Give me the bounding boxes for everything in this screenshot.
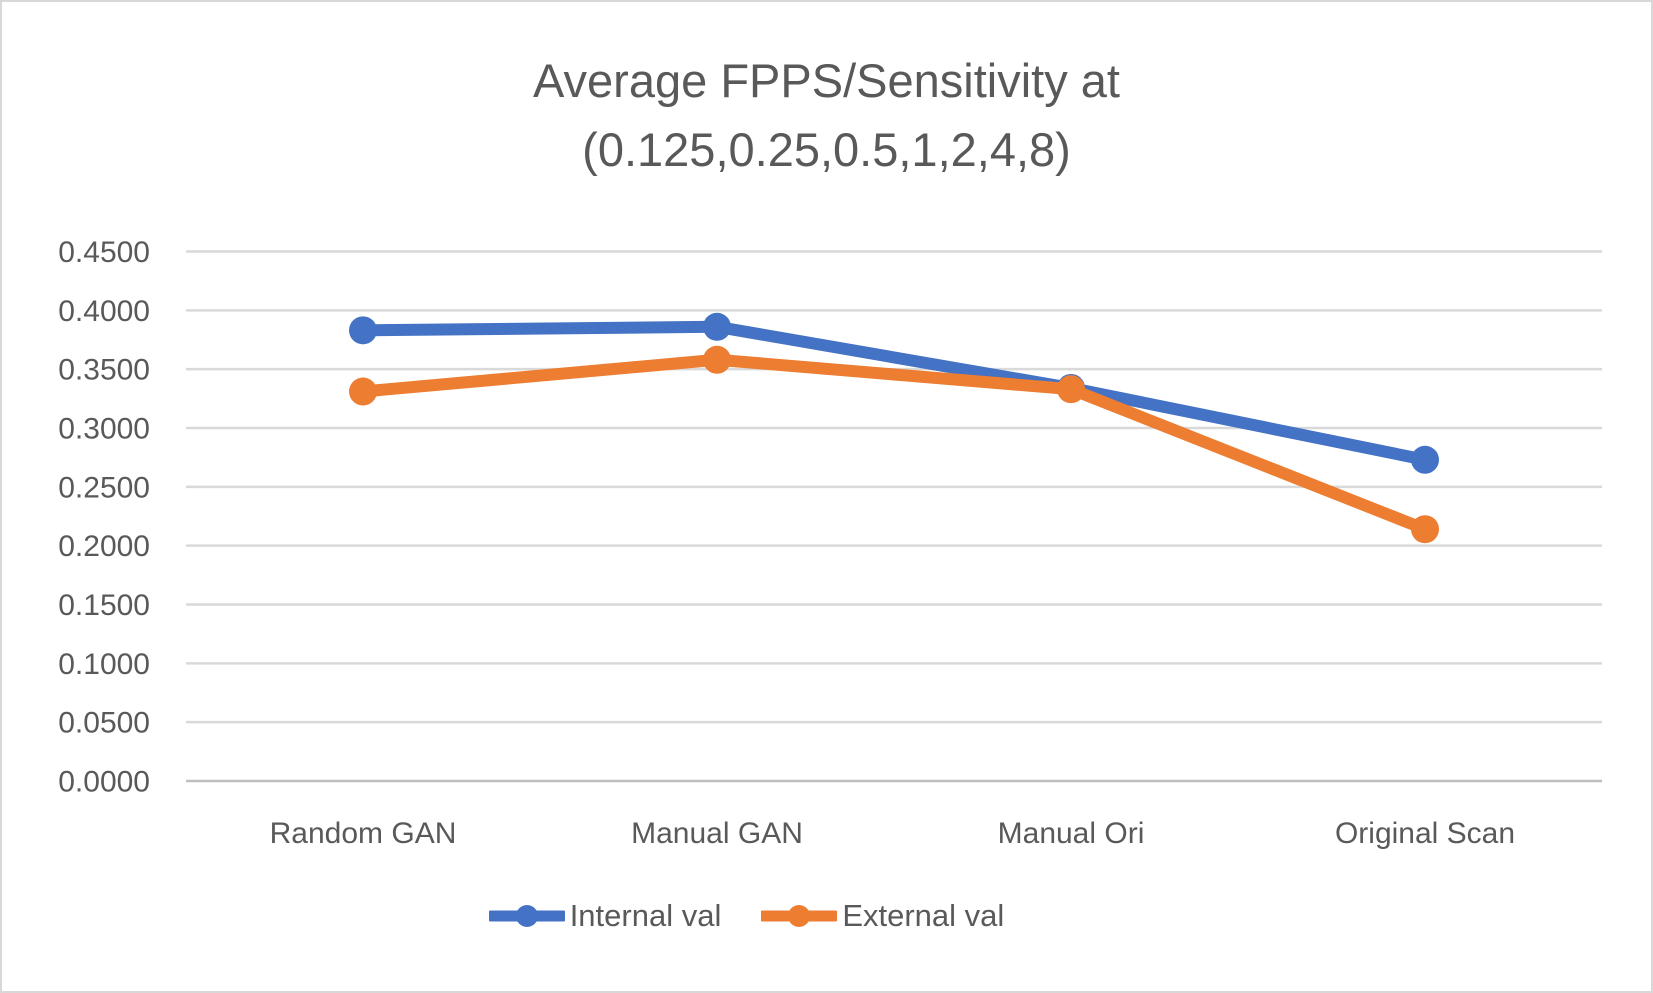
series-line-internal-val bbox=[357, 320, 1431, 466]
y-axis-tick-label: 0.3000 bbox=[58, 413, 150, 446]
data-point-marker-internal-val bbox=[1411, 445, 1439, 474]
data-point-marker-external-val bbox=[703, 345, 731, 374]
y-axis-tick-label: 0.4000 bbox=[58, 295, 150, 328]
legend-marker-icon bbox=[761, 905, 838, 927]
legend-item-external-val: External val bbox=[761, 898, 1004, 934]
y-axis-tick-label: 0.0500 bbox=[58, 707, 150, 740]
x-axis-category-label: Manual Ori bbox=[998, 817, 1145, 850]
legend-marker-icon bbox=[488, 905, 565, 927]
data-point-marker-internal-val bbox=[349, 316, 377, 345]
y-axis-tick-label: 0.2500 bbox=[58, 471, 150, 504]
data-point-marker-external-val bbox=[349, 377, 377, 406]
y-axis-tick-label: 0.4500 bbox=[58, 236, 150, 269]
y-axis-tick-label: 0.1500 bbox=[58, 589, 150, 622]
legend-label: Internal val bbox=[569, 898, 722, 933]
x-axis-category-label: Manual GAN bbox=[631, 817, 803, 850]
legend-label: External val bbox=[842, 898, 1005, 933]
series-line-external-val bbox=[357, 353, 1431, 536]
legend-item-internal-val: Internal val bbox=[488, 898, 722, 934]
x-axis-category-label: Original Scan bbox=[1335, 817, 1515, 850]
y-axis-tick-label: 0.3500 bbox=[58, 354, 150, 387]
data-point-marker-internal-val bbox=[703, 312, 731, 341]
y-axis-tick-label: 0.1000 bbox=[58, 648, 150, 681]
data-point-marker-external-val bbox=[1411, 515, 1439, 544]
data-point-marker-external-val bbox=[1057, 375, 1085, 404]
y-axis-tick-label: 0.0000 bbox=[58, 766, 150, 799]
y-axis-tick-label: 0.2000 bbox=[58, 530, 150, 563]
x-axis-category-label: Random GAN bbox=[270, 817, 457, 850]
legend: Internal val External val bbox=[2, 898, 1571, 934]
